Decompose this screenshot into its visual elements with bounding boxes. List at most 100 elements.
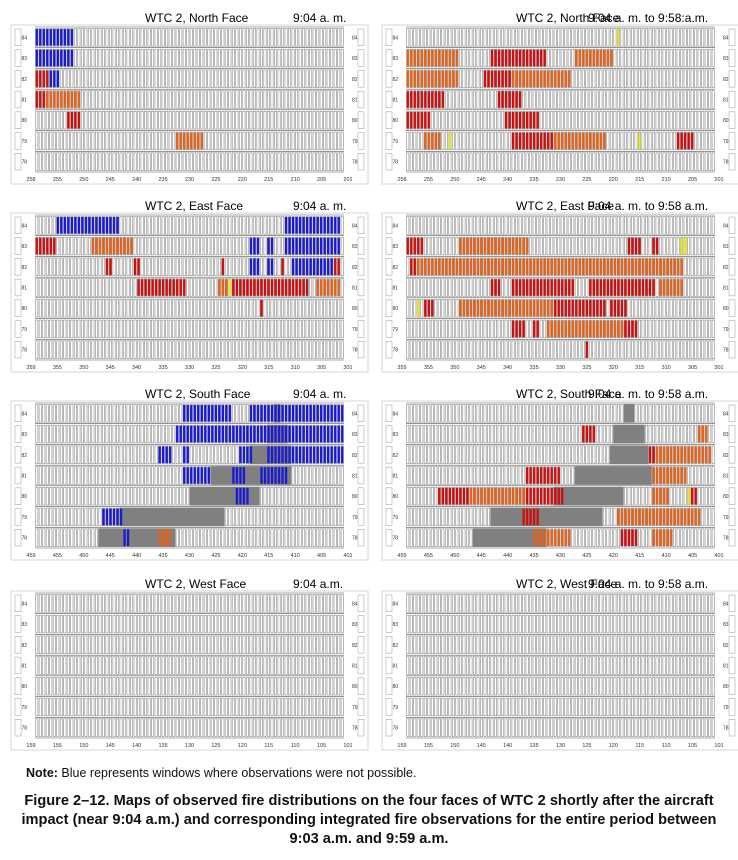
side-tick [357,466,365,485]
panel-frame [381,212,738,373]
window-blue [309,237,312,255]
window-cell [231,257,235,276]
window-cell [87,507,91,527]
window-orange [543,299,546,317]
window-cell [66,466,70,485]
window-cell [423,487,427,506]
window-cell [224,594,228,613]
side-tick [357,132,365,150]
window-cell [333,340,337,359]
window-orange [694,446,697,464]
window-cell [483,340,487,359]
window-cell [701,257,705,276]
window-cell [84,528,88,547]
window-orange [60,91,63,108]
column-label: 459 [26,553,35,559]
window-cell [158,28,162,47]
window-orange [494,258,497,276]
window-cell [224,528,228,547]
window-cell [274,257,277,276]
window-cell [669,487,673,506]
window-cell [340,257,344,276]
window-cell [231,340,235,359]
window-red [169,279,172,296]
window-cell [207,48,211,68]
window-cell [680,404,684,423]
window-cell [238,528,242,547]
window-cell [238,236,242,256]
window-cell [130,257,134,276]
window-cell [274,131,277,151]
window-cell [444,236,448,256]
window-red [508,49,511,67]
window-blue [341,405,344,422]
window-cell [63,319,67,339]
column-label: 240 [503,177,512,183]
window-cell [66,594,70,613]
window-cell [175,48,179,68]
window-red [431,91,434,108]
window-cell [501,111,505,130]
window-cell [659,299,663,318]
window-cell [87,340,91,359]
window-cell [91,299,95,318]
window-cell [161,487,165,506]
window-cell [634,216,638,235]
window-cell [56,236,60,256]
window-cell [680,28,684,47]
window-orange [98,237,102,255]
window-cell [620,216,624,235]
window-orange [420,70,423,88]
window-red [575,299,578,317]
side-tick [14,508,22,526]
window-cell [161,69,165,88]
window-blue [323,237,326,255]
window-cell [231,28,235,47]
window-cell [112,28,116,47]
window-red [627,529,631,546]
window-cell [413,466,417,485]
window-cell [585,90,589,109]
window-blue [316,217,319,234]
window-orange [554,132,557,150]
side-tick [14,466,22,485]
window-cell [305,466,309,485]
window-orange [596,258,599,276]
window-red [585,341,588,358]
window-cell [423,28,427,47]
window-cell [609,152,613,171]
window-cell [652,48,656,68]
window-red [508,91,511,108]
window-cell [333,299,337,318]
window-cell [59,404,63,423]
window-cell [441,299,445,318]
window-red [525,279,529,296]
window-orange [116,237,119,255]
window-red [568,279,571,296]
window-orange [589,49,592,67]
window-orange [218,279,221,296]
window-cell [708,528,712,547]
window-cell [455,319,459,339]
window-cell [676,236,680,256]
side-tick [14,216,22,234]
window-cell [480,131,483,151]
window-cell [154,28,158,47]
window-cell [687,278,691,297]
window-cell [189,236,193,256]
window-cell [697,90,701,109]
window-cell [564,216,568,235]
window-cell [423,236,427,256]
window-cell [284,299,288,318]
window-cell [620,236,624,256]
window-red [154,279,158,296]
side-tick [357,70,365,88]
window-cell [469,48,473,68]
window-cell [515,340,519,359]
window-cell [437,424,441,444]
window-cell [245,404,249,423]
column-label: 335 [158,365,167,371]
window-red [529,467,532,484]
window-cell [553,236,557,256]
window-cell [126,111,130,130]
